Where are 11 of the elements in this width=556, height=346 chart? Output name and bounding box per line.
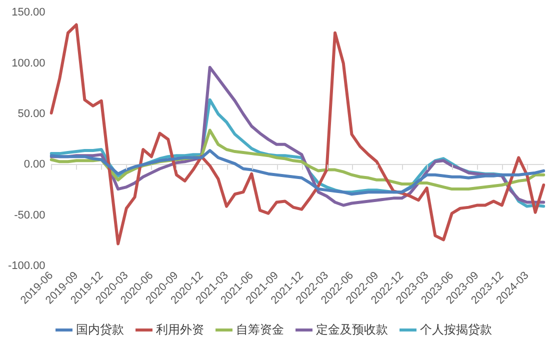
legend-label: 定金及预收款 — [316, 322, 388, 336]
legend-label: 利用外资 — [156, 322, 204, 336]
legend-label: 国内贷款 — [76, 322, 124, 336]
y-tick-label: 50.00 — [18, 108, 46, 120]
legend-label: 个人按揭贷款 — [420, 322, 492, 336]
y-tick-label: 0.00 — [24, 158, 46, 171]
y-tick-label: 100.00 — [12, 57, 46, 70]
y-tick-label: 150.00 — [12, 6, 46, 19]
y-tick-label: -100.00 — [8, 260, 46, 272]
legend-label: 自筹资金 — [236, 322, 284, 336]
y-tick-label: -50.00 — [14, 209, 46, 222]
